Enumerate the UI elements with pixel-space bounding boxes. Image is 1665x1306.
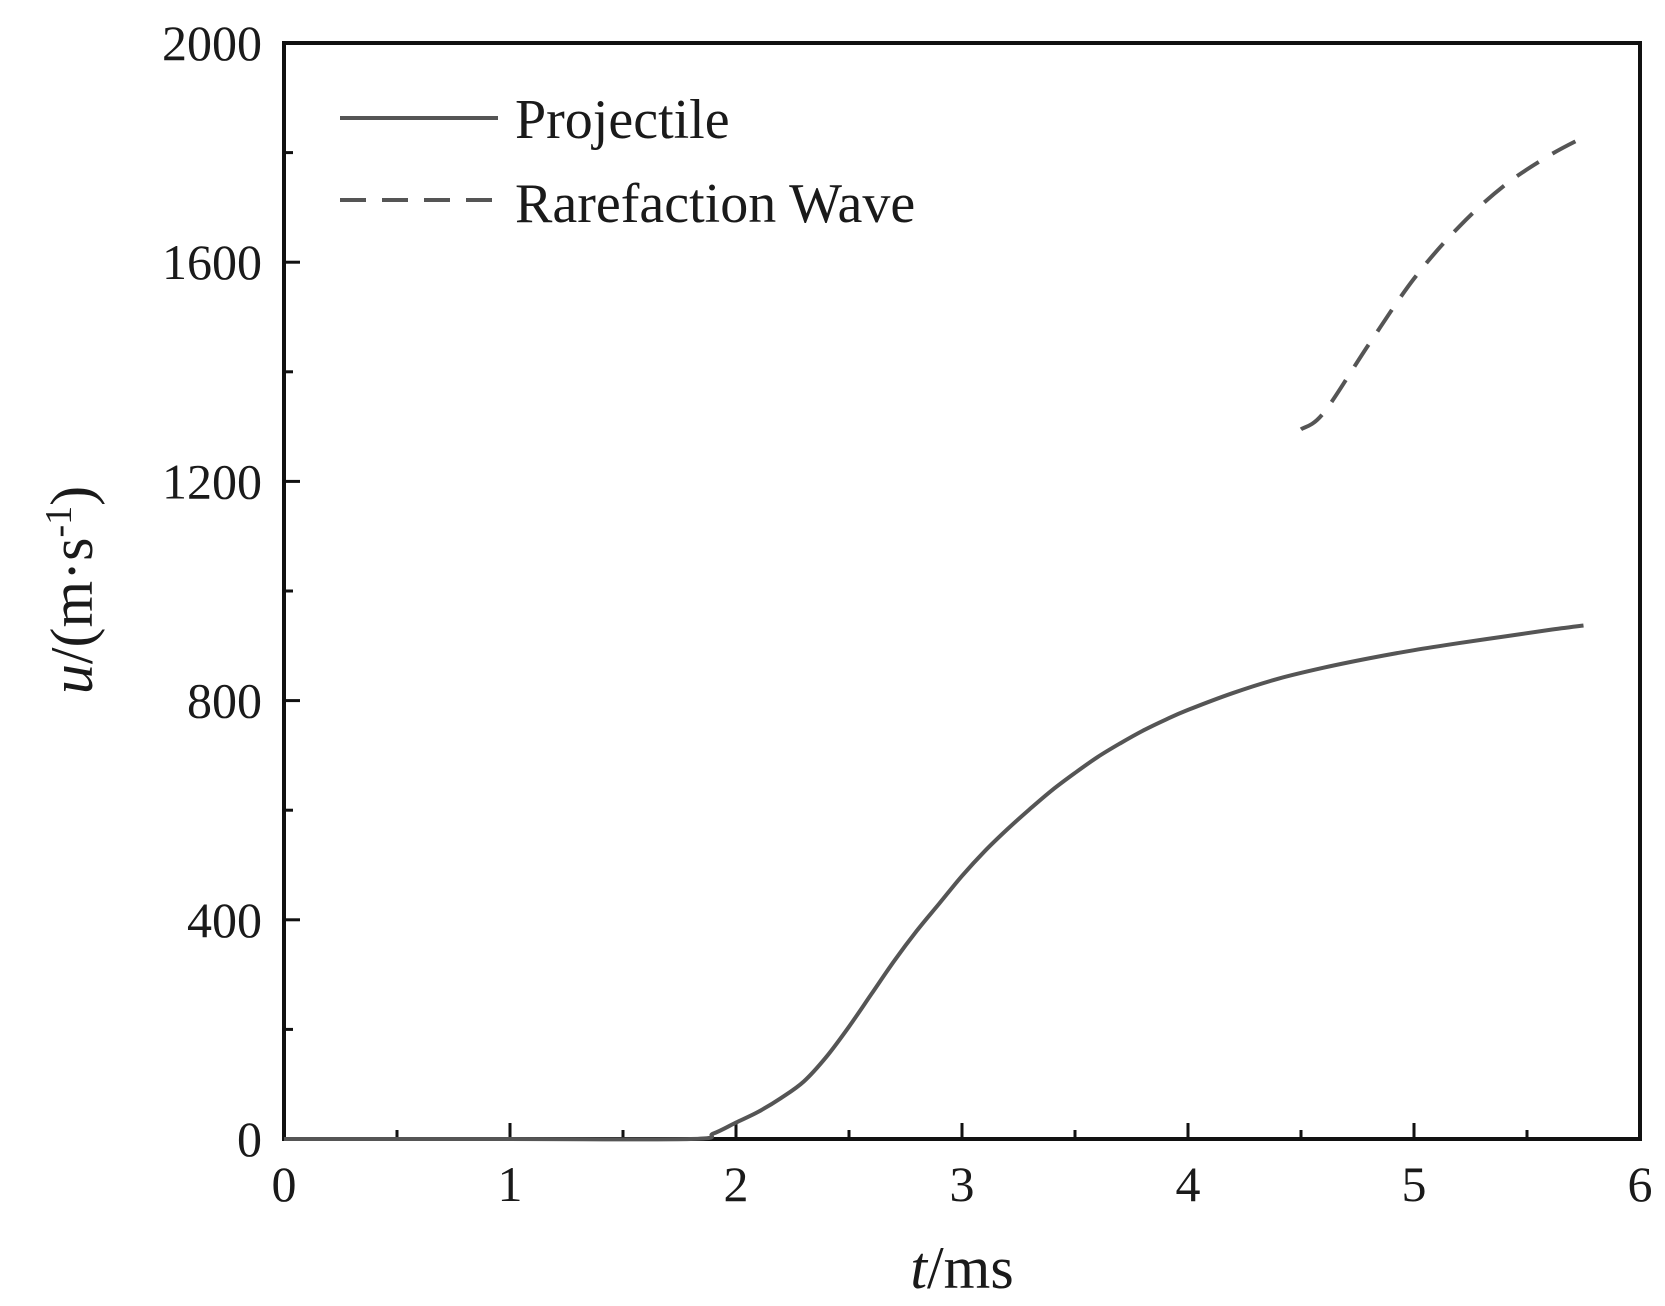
plot-frame: [282, 41, 1642, 1141]
y-tick-label: 1200: [162, 453, 262, 509]
y-axis-unit-close: ): [39, 486, 105, 506]
legend-label-projectile: Projectile: [515, 89, 730, 151]
x-axis-var: t: [910, 1235, 928, 1301]
series-line-rarefaction-wave: [1299, 135, 1585, 432]
y-axis-unit: /(m·s: [39, 537, 105, 664]
axis-ticks: 0 1 2 3 4 5 6 0 400 800 1200 1600 2000: [162, 15, 1653, 1212]
y-tick-label: 400: [187, 892, 262, 948]
x-tick-label: 2: [724, 1156, 749, 1212]
y-axis-unit-exponent: -1: [38, 506, 80, 538]
x-tick-label: 3: [950, 1156, 975, 1212]
y-tick-label: 0: [237, 1111, 262, 1167]
x-tick-label: 5: [1402, 1156, 1427, 1212]
x-tick-label: 1: [498, 1156, 523, 1212]
x-tick-label: 0: [272, 1156, 297, 1212]
x-tick-label: 6: [1628, 1156, 1653, 1212]
legend-label-rarefaction-wave: Rarefaction Wave: [515, 173, 915, 235]
y-axis-title: u/(m·s-1): [38, 486, 105, 694]
y-tick-label: 2000: [162, 15, 262, 71]
legend: Projectile Rarefaction Wave: [340, 89, 915, 235]
plot-area: 0 1 2 3 4 5 6 0 400 800 1200 1600 2000: [162, 15, 1653, 1212]
series-layer: [284, 135, 1585, 1142]
y-axis-var: u: [39, 664, 105, 694]
x-axis-unit: /ms: [927, 1235, 1014, 1301]
y-tick-label: 800: [187, 673, 262, 729]
x-tick-label: 4: [1176, 1156, 1201, 1212]
series-line-projectile: [284, 623, 1584, 1142]
y-tick-label: 1600: [162, 234, 262, 290]
x-axis-title: t/ms: [910, 1235, 1013, 1301]
